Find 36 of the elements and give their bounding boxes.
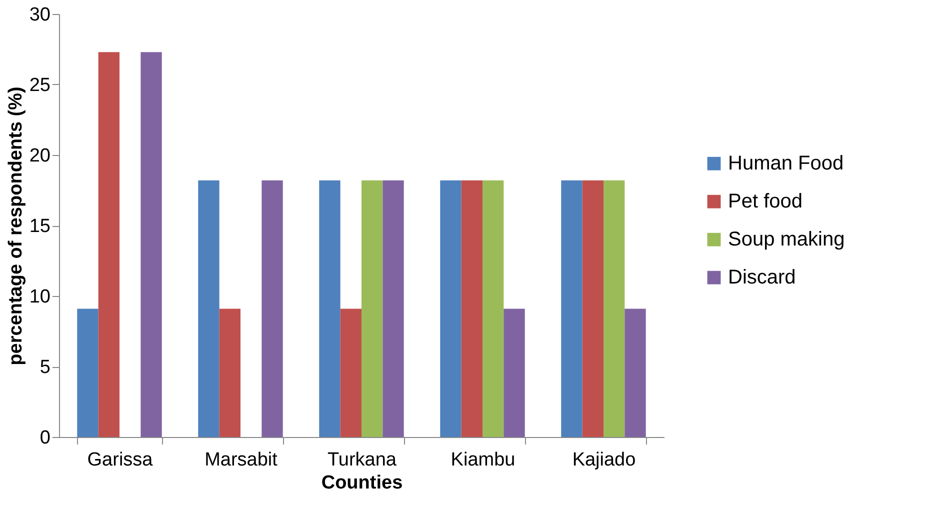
x-tick-label: Kiambu (450, 450, 516, 470)
bar (461, 180, 482, 437)
x-tick-label: Turkana (328, 450, 397, 470)
bar (140, 52, 162, 437)
y-tick-label: 30 (29, 4, 50, 26)
x-tick-label: Marsabit (204, 450, 278, 470)
bar (482, 180, 504, 437)
bar (382, 180, 404, 437)
legend-label: Discard (728, 266, 796, 289)
y-tick-label: 25 (29, 75, 50, 96)
y-tick-label: 20 (29, 146, 50, 166)
y-tick-label: 10 (29, 286, 50, 308)
bar (440, 180, 462, 437)
legend-label: Soup making (728, 228, 845, 251)
y-tick-label: 5 (40, 357, 50, 378)
bar (582, 180, 604, 437)
y-axis-title: percentage of respondents (%) (5, 86, 26, 366)
bar (561, 180, 582, 437)
x-tick-label: Kajiado (572, 450, 636, 470)
x-axis-title: Counties (321, 472, 403, 494)
legend-label: Human Food (728, 152, 844, 175)
bar (362, 180, 383, 437)
bar (219, 308, 240, 437)
bar (319, 180, 340, 437)
bar (604, 180, 625, 437)
legend-label: Pet food (728, 190, 803, 213)
y-tick-label: 15 (29, 216, 50, 237)
bar (624, 308, 646, 437)
bar (198, 180, 220, 437)
bar (340, 308, 362, 437)
bar (98, 52, 120, 437)
bar (77, 308, 98, 437)
bar (262, 180, 283, 437)
y-tick-label: 0 (40, 428, 50, 448)
x-tick-label: Garissa (87, 450, 154, 470)
bar (504, 308, 525, 437)
